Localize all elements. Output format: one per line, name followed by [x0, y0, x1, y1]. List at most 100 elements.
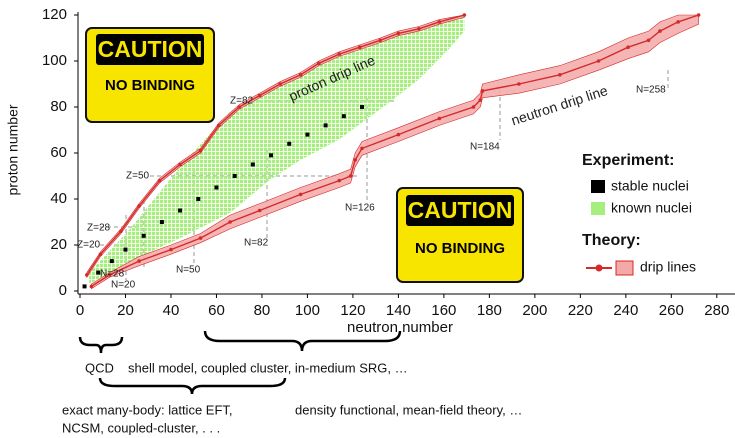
method-label: shell model, coupled cluster, in-medium … [128, 360, 408, 375]
y-tick-label: 40 [50, 190, 67, 207]
stable-nucleus [250, 162, 255, 167]
drip-point [437, 20, 442, 24]
caution-text: NO BINDING [415, 240, 505, 257]
x-tick-label: 60 [208, 302, 225, 319]
stable-nucleus [287, 141, 292, 146]
drip-point [596, 59, 601, 63]
drip-point [462, 13, 467, 17]
x-tick-label: 0 [76, 302, 84, 319]
drip-point [658, 29, 662, 33]
legend-swatch [591, 180, 605, 193]
legend: Experiment: stable nuclei known nuclei T… [582, 152, 696, 276]
drip-point [119, 229, 123, 233]
caution-text: NO BINDING [105, 77, 195, 94]
x-tick-label: 140 [386, 302, 411, 319]
magic-number-label: N=184 [470, 142, 500, 153]
drip-point [337, 52, 342, 56]
drip-point [137, 259, 141, 263]
method-label: density functional, mean-field theory, … [295, 402, 522, 417]
drip-point [198, 148, 203, 153]
drip-point [378, 38, 383, 43]
drip-band [91, 14, 699, 290]
drip-point [198, 236, 203, 240]
drip-band [86, 14, 465, 279]
legend-label: drip lines [640, 259, 696, 275]
x-tick-label: 200 [522, 302, 547, 319]
drip-point [480, 89, 485, 93]
drip-point [696, 13, 701, 17]
drip-point [278, 82, 282, 86]
stable-nucleus [159, 220, 164, 224]
y-tick-label: 120 [42, 6, 67, 23]
drip-point [237, 105, 242, 109]
magic-number-label: N=20 [111, 280, 136, 291]
magic-number-label: N=82 [244, 238, 269, 249]
stable-nucleus [323, 123, 328, 128]
x-tick-label: 180 [477, 302, 502, 319]
x-tick-label: 20 [117, 302, 134, 319]
method-label: exact many-body: lattice EFT, [62, 402, 233, 417]
magic-number-label: N=126 [345, 203, 375, 214]
drip-point [437, 116, 442, 121]
stable-nucleus [82, 284, 87, 289]
magic-number-label: Z=82 [230, 96, 254, 107]
drip-point [178, 162, 182, 167]
drip-point [137, 204, 141, 208]
y-tick-label: 0 [59, 282, 67, 299]
magic-number-label: N=258 [636, 85, 666, 96]
legend-label: known nuclei [611, 200, 692, 216]
drip-point [216, 123, 221, 128]
drip-point [169, 247, 173, 252]
caution-sign: CAUTION NO BINDING [396, 187, 524, 283]
drip-point [228, 220, 232, 224]
drip-point [85, 273, 89, 277]
stable-nucleus [96, 270, 101, 275]
method-braces [78, 330, 402, 395]
legend-header: Theory: [582, 232, 641, 249]
x-tick-label: 240 [613, 302, 638, 319]
stable-nucleus [269, 153, 274, 158]
drip-point [348, 174, 353, 178]
x-tick-label: 100 [295, 302, 320, 319]
x-axis-title: neutron number [347, 319, 453, 336]
caution-sign: CAUTION NO BINDING [85, 27, 215, 123]
drip-point [471, 105, 476, 109]
x-tick-label: 220 [568, 302, 593, 319]
y-tick-label: 60 [50, 144, 67, 161]
y-tick-label: 80 [50, 98, 67, 115]
stable-nucleus [123, 247, 128, 252]
drip-point [98, 252, 103, 256]
magic-number-label: Z=20 [77, 240, 101, 251]
y-tick-label: 20 [50, 236, 67, 253]
x-tick-label: 160 [431, 302, 456, 319]
legend-swatch [595, 264, 603, 272]
x-tick-label: 40 [163, 302, 180, 319]
drip-point [257, 93, 262, 98]
legend-swatch [591, 202, 605, 215]
magic-number-label: Z=28 [87, 223, 111, 234]
drip-line [86, 14, 465, 276]
x-tick-label: 280 [704, 302, 729, 319]
drip-point [396, 31, 401, 36]
caution-title: CAUTION [98, 36, 203, 62]
method-label: NCSM, coupled-cluster, . . . [62, 420, 220, 435]
magic-number-label: N=28 [100, 269, 125, 280]
drip-point [626, 45, 630, 49]
drip-point [676, 20, 680, 24]
drip-point [107, 273, 112, 277]
magic-number-label: N=50 [176, 265, 201, 276]
x-tick-label: 80 [254, 302, 271, 319]
drip-point [317, 61, 321, 66]
drip-point [89, 284, 94, 289]
drip-point [646, 38, 651, 43]
drip-point [353, 158, 357, 162]
stable-nucleus [178, 208, 183, 213]
stable-nucleus [109, 259, 114, 264]
stable-nucleus [305, 132, 310, 137]
drip-point [360, 146, 364, 151]
stable-nucleus [214, 185, 219, 190]
stable-nucleus [196, 197, 201, 201]
drip-point [257, 208, 262, 213]
caution-title: CAUTION [408, 197, 513, 223]
